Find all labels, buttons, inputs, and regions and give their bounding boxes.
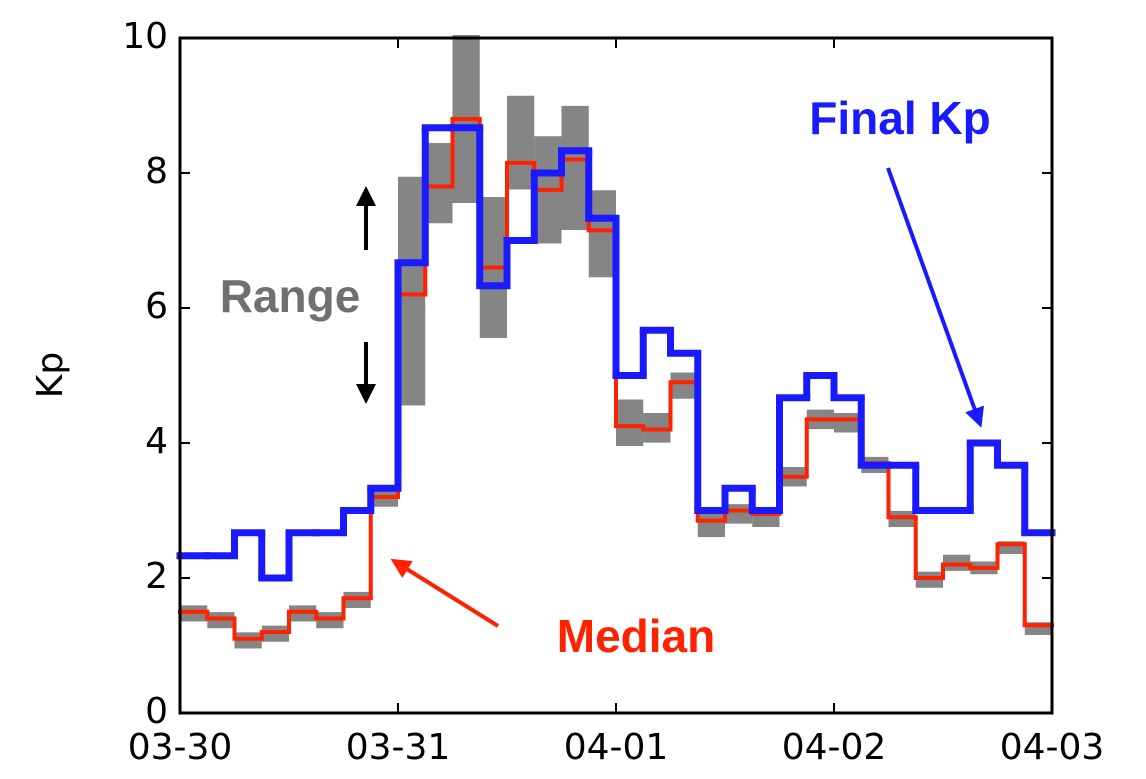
range-bar bbox=[725, 504, 753, 524]
range-bar bbox=[670, 372, 698, 399]
range-bar bbox=[588, 190, 616, 278]
range-bar bbox=[507, 95, 535, 190]
y-tick-label: 2 bbox=[145, 556, 168, 597]
x-tick-label: 04-02 bbox=[782, 727, 887, 768]
arrow bbox=[390, 558, 500, 628]
x-tick-label: 04-01 bbox=[564, 727, 669, 768]
y-tick-label: 0 bbox=[145, 691, 168, 732]
y-tick-label: 10 bbox=[122, 16, 168, 57]
range-bar bbox=[616, 399, 644, 446]
range-bar bbox=[398, 176, 426, 406]
y-axis-label: Kp bbox=[30, 352, 71, 398]
x-tick-label: 03-30 bbox=[128, 727, 233, 768]
annotation-final-kp: Final Kp bbox=[809, 92, 990, 144]
annotation-range: Range bbox=[220, 270, 361, 322]
range-bar bbox=[834, 413, 862, 433]
plot-area bbox=[176, 35, 1056, 649]
range-bar bbox=[561, 105, 589, 230]
y-tick-label: 6 bbox=[145, 286, 168, 327]
annotation-median: Median bbox=[557, 610, 715, 662]
x-tick-label: 04-03 bbox=[1000, 727, 1105, 768]
y-tick-label: 4 bbox=[145, 421, 168, 462]
y-tick-label: 8 bbox=[145, 151, 168, 192]
arrow bbox=[886, 167, 984, 428]
x-tick-label: 03-31 bbox=[346, 727, 451, 768]
range-bar bbox=[425, 143, 453, 224]
